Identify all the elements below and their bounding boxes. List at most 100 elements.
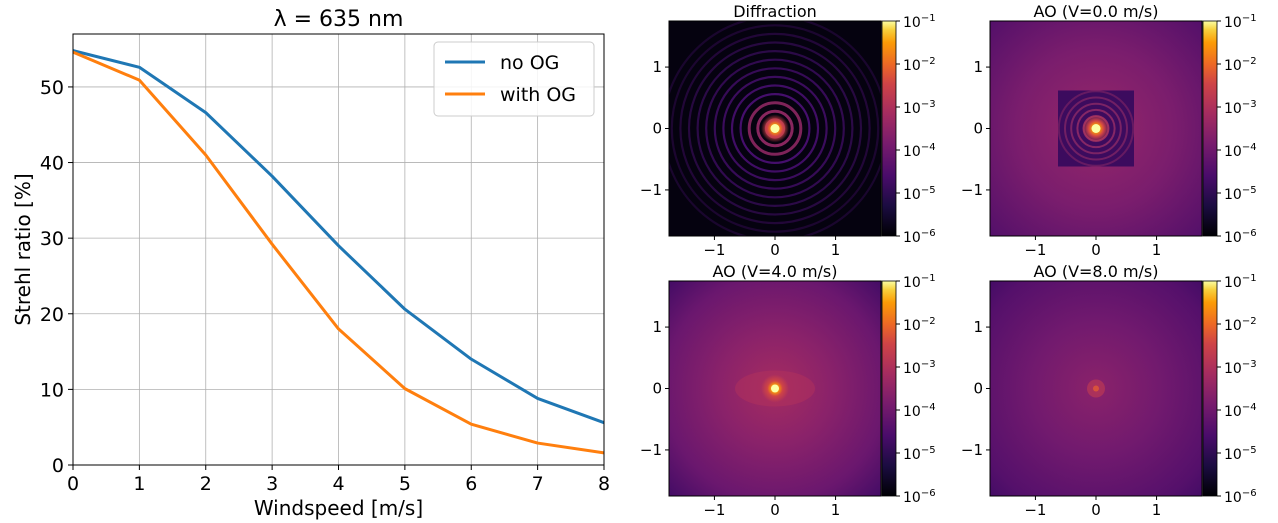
diffraction-ring [1057,90,1135,167]
y-tick-label: −1 [640,441,662,459]
x-tick-label: 1 [831,501,841,519]
x-tick-label: 3 [266,473,278,495]
colorbar-tick-label: 10−4 [903,142,936,160]
psf-image [990,281,1202,496]
colorbar-tick-label: 10−4 [1224,142,1257,160]
legend-label-1: with OG [500,84,576,106]
psf-image [669,281,881,496]
panel-title: AO (V=8.0 m/s) [1033,262,1158,281]
diffraction-ring [1076,108,1116,149]
colorbar-tick-label: 10−1 [903,273,936,291]
psf-image [990,21,1202,236]
colorbar-tick-label: 10−5 [1224,185,1257,203]
colorbar-tick-label: 10−3 [1224,99,1257,117]
diffraction-ring [739,92,811,165]
y-tick-label: 20 [40,304,64,326]
colorbar-gradient [1202,20,1218,237]
y-axis-label: Strehl ratio [%] [11,173,35,325]
panel-title: Diffraction [733,2,817,21]
psf-image-grid: Diffraction−1 0 110−110−110−210−310−410−51… [640,2,1257,519]
diffraction-ring [687,41,863,216]
y-tick-label: −1 [961,181,983,199]
x-tick-label: 0 [770,501,780,519]
y-tick-label: 30 [40,228,64,250]
x-tick-label: 8 [598,473,610,495]
y-tick-label: 1 [652,318,662,336]
colorbar-gradient [881,20,897,237]
y-tick-label: −1 [640,181,662,199]
colorbar-gradient [881,280,897,497]
x-tick-label: 1 [1152,501,1162,519]
psf-core [770,124,780,133]
colorbar-tick-label: 10−5 [903,185,936,203]
y-tick-label: 0 [973,120,983,138]
diffraction-ring [747,101,803,156]
y-tick-label: 40 [40,153,64,175]
colorbar-gradient [1202,280,1218,497]
colorbar-tick-label: 10−2 [903,316,936,334]
y-tick-label: 0 [652,380,662,398]
x-tick-label: −1 [703,501,725,519]
diffraction-ring [1064,96,1128,161]
series-line-1 [72,50,605,455]
diffraction-ring [1070,102,1122,155]
y-tick-label: 1 [652,58,662,76]
colorbar-tick-label: 10−1 [1224,13,1257,31]
colorbar: 10−1 10−2 10−3 10−4 10−5 10−6 [881,13,936,246]
x-tick-label: 7 [532,473,544,495]
colorbar-tick-label: 10−6 [1224,488,1257,506]
psf-panel-0: Diffraction−1 0 110−110−110−210−310−410−51… [640,2,936,259]
colorbar-tick-label: 10−1 [903,13,936,31]
panel-title: AO (V=4.0 m/s) [712,262,837,281]
psf-panel-3: AO (V=8.0 m/s)−1 0 110−110−110−210−310−410… [961,262,1257,519]
diffraction-ring [756,109,794,148]
x-tick-label: −1 [1024,501,1046,519]
chart-title: λ = 635 nm [274,7,404,32]
colorbar-tick-label: 10−3 [903,359,936,377]
diffraction-ring [696,49,854,208]
y-tick-label: 0 [652,120,662,138]
y-tick-label: 1 [973,318,983,336]
psf-core [1093,385,1099,392]
colorbar-tick-label: 10−4 [1224,402,1257,420]
colorbar-tick-label: 10−4 [903,402,936,420]
colorbar-tick-label: 10−6 [903,228,936,246]
y-tick-label: 10 [40,379,64,401]
x-tick-label: −1 [703,241,725,259]
colorbar-tick-label: 10−2 [1224,316,1257,334]
psf-core [1091,124,1101,133]
panel-title: AO (V=0.0 m/s) [1033,2,1158,21]
colorbar-tick-label: 10−2 [1224,56,1257,74]
psf-core [771,384,779,393]
colorbar-tick-label: 10−1 [1224,273,1257,291]
diffraction-ring [705,58,845,199]
diffraction-ring [679,32,871,225]
legend-label-0: no OG [500,52,559,74]
x-tick-label: 1 [1152,241,1162,259]
x-tick-label: 6 [465,473,477,495]
colorbar: 10−1 10−2 10−3 10−4 10−5 10−6 [881,273,936,506]
colorbar-tick-label: 10−2 [903,56,936,74]
x-axis-label: Windspeed [m/s] [254,496,423,520]
x-tick-label: 0 [67,473,79,495]
strehl-line-chart: 0 1 2 3 4 5 6 7 8 0 10 20 30 40 50 Windspeed [m/s] Streh… [11,7,610,520]
x-tick-label: 1 [133,473,145,495]
psf-image [669,21,881,236]
legend: no OG with OG [433,41,595,117]
colorbar-tick-label: 10−5 [903,445,936,463]
diffraction-ring [722,75,828,182]
y-tick-label: 0 [973,380,983,398]
colorbar: 10−1 10−2 10−3 10−4 10−5 10−6 [1202,13,1257,246]
x-tick-label: −1 [1024,241,1046,259]
psf-panel-1: AO (V=0.0 m/s) −1 0 1 10−110−1 10−2 10−3 10−4 10… [961,2,1257,259]
x-tick-label: 4 [332,473,344,495]
y-tick-label: −1 [961,441,983,459]
colorbar-tick-label: 10−6 [1224,228,1257,246]
x-tick-label: 0 [1091,241,1101,259]
colorbar-tick-label: 10−6 [903,488,936,506]
colorbar-tick-label: 10−5 [1224,445,1257,463]
y-tick-label: 0 [52,455,64,477]
x-tick-label: 0 [1091,501,1101,519]
diffraction-ring [713,67,837,190]
